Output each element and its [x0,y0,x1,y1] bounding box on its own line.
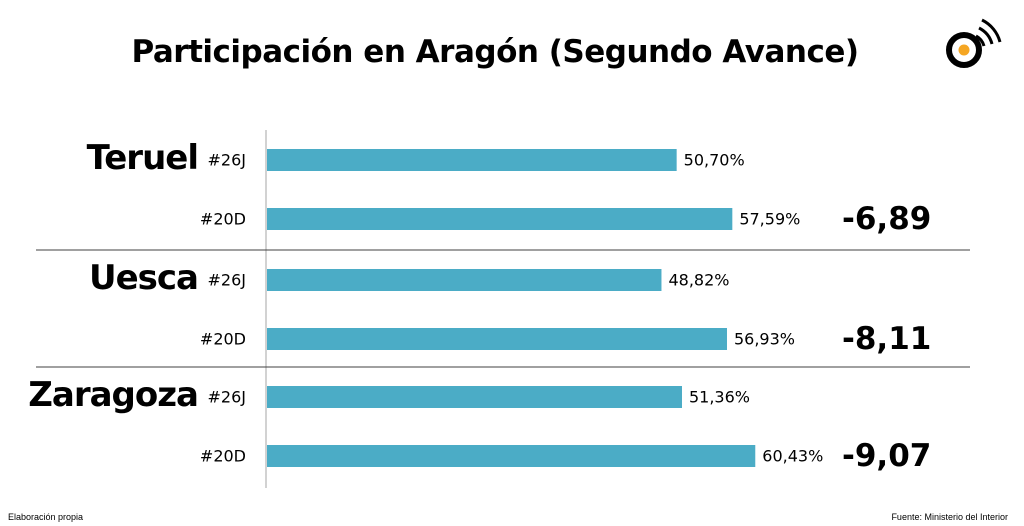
difference-label: -6,89 [842,201,931,237]
bar [267,445,756,467]
footer-credit: Elaboración propia [8,512,84,522]
difference-label: -8,11 [842,321,931,357]
bar-category-label: #26J [208,271,246,290]
bar-category-label: #20D [200,210,246,229]
bar-category-label: #26J [208,388,246,407]
bar [267,386,682,408]
bar-category-label: #20D [200,447,246,466]
chart-title: Participación en Aragón (Segundo Avance) [131,34,859,70]
group-name-label: Teruel [87,138,198,178]
broadcast-circle-icon [946,18,1002,68]
bar [267,149,677,171]
bar-value-label: 48,82% [668,271,729,290]
bar-value-label: 57,59% [739,210,800,229]
bar-category-label: #26J [208,151,246,170]
bar-value-label: 50,70% [684,151,745,170]
bar-value-label: 60,43% [762,447,823,466]
difference-label: -9,07 [842,438,931,474]
bar-category-label: #20D [200,330,246,349]
bar [267,208,733,230]
group-name-label: Zaragoza [28,375,198,415]
bar-value-label: 51,36% [689,388,750,407]
bar-value-label: 56,93% [734,330,795,349]
bar [267,328,727,350]
bar [267,269,662,291]
footer-source: Fuente: Ministerio del Interior [891,512,1008,522]
group-name-label: Uesca [89,258,198,298]
